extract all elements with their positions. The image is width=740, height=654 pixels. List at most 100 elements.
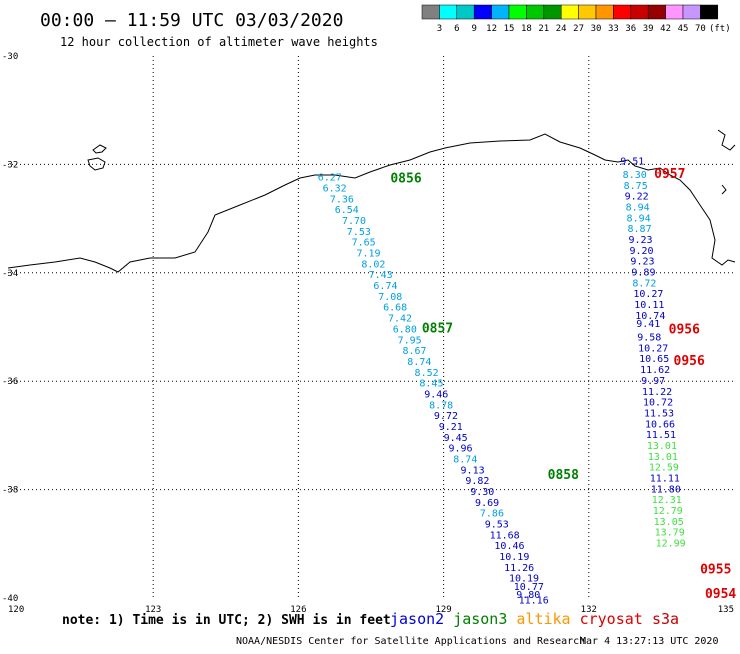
wave-height-value: 9.13 — [461, 465, 485, 476]
latitude-tick-label: -30 — [2, 52, 18, 62]
legend-entry-altika: altika — [516, 610, 570, 628]
wave-height-value: 10.46 — [494, 541, 524, 552]
wave-height-value: 11.11 — [650, 473, 680, 484]
wave-height-value: 7.36 — [330, 194, 354, 205]
wave-height-value: 11.68 — [490, 530, 520, 541]
wave-height-value: 9.96 — [448, 444, 472, 455]
scale-tick-label: 12 — [486, 24, 497, 34]
scale-swatch — [439, 4, 458, 20]
wave-height-value: 9.46 — [424, 389, 448, 400]
wave-height-value: 8.87 — [628, 224, 652, 235]
wave-height-value: 8.94 — [626, 202, 650, 213]
longitude-tick-label: 135 — [718, 605, 734, 615]
coastline — [7, 129, 736, 273]
wave-height-value: 12.99 — [656, 539, 686, 550]
wave-height-value: 11.16 — [519, 595, 549, 606]
pass-time-label: 0856 — [390, 171, 421, 186]
nuyts-island — [92, 144, 107, 154]
wave-height-value: 9.89 — [631, 268, 655, 279]
wave-height-value: 6.74 — [373, 281, 397, 292]
scale-swatch — [665, 4, 684, 20]
wave-height-value: 7.43 — [369, 270, 393, 281]
island-fragment — [721, 184, 727, 195]
scale-swatch — [508, 4, 527, 20]
wave-height-value: 13.01 — [647, 441, 677, 452]
wave-height-value: 9.21 — [439, 422, 463, 433]
scale-swatch — [630, 4, 649, 20]
scale-tick-label: 6 — [454, 24, 459, 34]
pass-time-label: 0955 — [700, 563, 731, 578]
eyre-peninsula-fragment — [717, 129, 736, 151]
wave-height-value: 8.72 — [632, 278, 656, 289]
scale-tick-label: 39 — [643, 24, 654, 34]
scale-tick-label: 42 — [660, 24, 671, 34]
wave-height-value: 11.26 — [504, 563, 534, 574]
wave-height-value: 12.59 — [649, 463, 679, 474]
wave-height-value: 10.77 — [514, 582, 544, 593]
wave-height-value: 7.42 — [388, 314, 412, 325]
wave-height-value: 8.02 — [361, 259, 385, 270]
wave-height-value: 6.80 — [393, 324, 417, 335]
wave-height-value: 11.80 — [651, 484, 681, 495]
wave-height-value: 10.74 — [635, 311, 665, 322]
scale-swatch — [560, 4, 579, 20]
wave-height-color-scale: 3 6 9 12 15 18 21 24 27 30 33 36 39 42 45 70 (ft) — [421, 4, 731, 34]
scale-swatch — [421, 4, 440, 20]
credit-text: NOAA/NESDIS Center for Satellite Applica… — [236, 636, 585, 647]
scale-swatch — [543, 4, 562, 20]
scale-tick-label: 36 — [625, 24, 636, 34]
recherche-island — [87, 157, 106, 171]
wave-height-value: 10.19 — [509, 574, 539, 585]
scale-tick-label: 15 — [504, 24, 515, 34]
legend-entry-cryosat: cryosat — [580, 610, 643, 628]
wave-height-value: 12.79 — [653, 506, 683, 517]
wave-height-value: 11.62 — [640, 365, 670, 376]
map-grid: 120 123 126 129 132 135 -30 -32 -34 -36 -38 -40 — [2, 52, 734, 615]
wave-height-value: 8.45 — [419, 379, 443, 390]
legend-entry-jason3: jason3 — [453, 610, 507, 628]
wave-height-value: 11.51 — [646, 430, 676, 441]
scale-tick-label: 3 — [437, 24, 442, 34]
scale-tick-label: 30 — [591, 24, 602, 34]
wave-height-value: 10.11 — [634, 300, 664, 311]
wave-height-value: 13.05 — [654, 517, 684, 528]
wave-height-value: 9.22 — [625, 192, 649, 203]
wave-height-value: 9.69 — [475, 498, 499, 509]
wave-height-value: 9.45 — [444, 433, 468, 444]
wave-height-value: 7.08 — [378, 292, 402, 303]
latitude-tick-label: -36 — [2, 377, 18, 387]
scale-swatch — [613, 4, 632, 20]
wave-height-value: 9.20 — [629, 246, 653, 257]
scale-tick-label: 21 — [538, 24, 549, 34]
latitude-tick-label: -38 — [2, 486, 18, 496]
wave-height-value: 7.95 — [398, 335, 422, 346]
scale-tick-label: 33 — [608, 24, 619, 34]
wave-height-value: 13.79 — [655, 528, 685, 539]
scale-tick-label: 24 — [556, 24, 567, 34]
pass-time-label: 0956 — [674, 354, 705, 369]
altimeter-tracks: 6.276.327.366.547.707.537.657.198.027.43… — [318, 156, 737, 606]
scale-swatch — [682, 4, 701, 20]
wave-height-value: 8.78 — [429, 400, 453, 411]
wave-height-value: 9.80 — [516, 590, 540, 601]
longitude-tick-label: 129 — [435, 605, 451, 615]
wave-height-value: 7.53 — [347, 227, 371, 238]
wave-height-value: 8.74 — [407, 357, 431, 368]
scale-tick-label: 70 — [695, 24, 706, 34]
latitude-tick-label: -34 — [2, 269, 18, 279]
wave-height-value: 8.30 — [623, 170, 647, 181]
wave-height-value: 9.58 — [637, 333, 661, 344]
scale-swatch — [491, 4, 510, 20]
latitude-tick-label: -32 — [2, 160, 18, 170]
wave-height-value: 13.01 — [648, 452, 678, 463]
wave-height-value: 8.94 — [627, 213, 651, 224]
wave-height-value: 9.51 — [620, 156, 644, 167]
wave-height-value: 7.86 — [480, 509, 504, 520]
page-title: 00:00 — 11:59 UTC 03/03/2020 — [40, 10, 343, 31]
wave-height-value: 10.27 — [633, 289, 663, 300]
footer-note: note: 1) Time is in UTC; 2) SWH is in fe… — [62, 613, 391, 628]
wave-height-value: 10.66 — [645, 419, 675, 430]
longitude-tick-label: 132 — [581, 605, 597, 615]
pass-time-label: 0954 — [705, 587, 736, 602]
